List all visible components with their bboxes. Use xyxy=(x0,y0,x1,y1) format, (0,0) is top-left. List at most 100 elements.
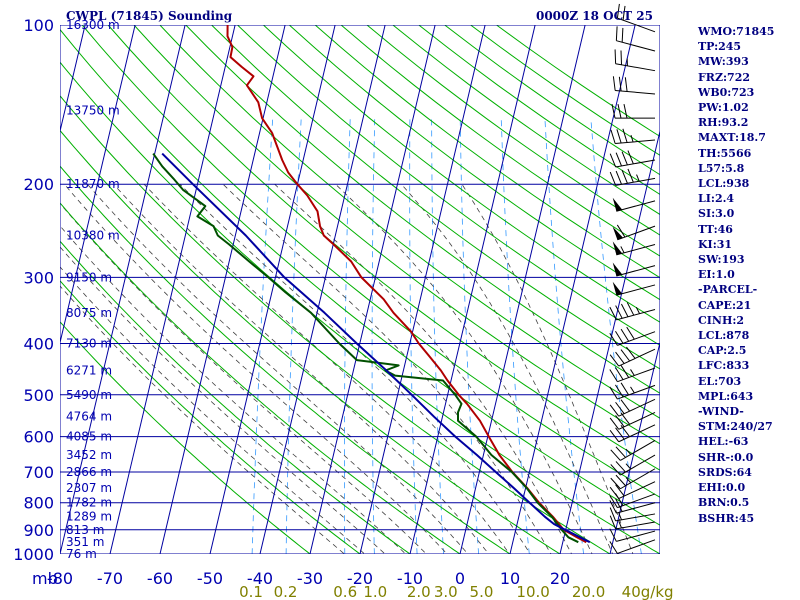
sounding-traces xyxy=(152,25,591,544)
temperature-tick-label: -80 xyxy=(47,569,73,588)
wind-barb xyxy=(609,498,656,514)
wind-barb xyxy=(609,507,656,522)
isotherm-line xyxy=(109,25,236,554)
moist-adiabat-line xyxy=(143,183,510,554)
index-item: CINH:2 xyxy=(698,313,745,327)
index-item: MPL:643 xyxy=(698,389,754,403)
dry-adiabat-line xyxy=(60,165,511,554)
height-label: 6271 m xyxy=(66,364,112,378)
index-item: BSHR:45 xyxy=(698,511,755,525)
dry-adiabats xyxy=(60,25,660,554)
wind-barb xyxy=(610,128,656,145)
moist-adiabat-line xyxy=(461,183,634,554)
moist-adiabat-line xyxy=(335,183,593,554)
height-label: 11870 m xyxy=(66,177,120,191)
dry-adiabat-line xyxy=(81,25,660,498)
moist-adiabat-line xyxy=(87,183,469,554)
index-item: SRDS:64 xyxy=(698,465,752,479)
wind-barb xyxy=(615,26,656,52)
index-item: LFC:833 xyxy=(698,359,750,373)
grid-lines xyxy=(60,25,660,554)
pressure-tick-label: 300 xyxy=(23,268,54,287)
temperature-tick-label: -30 xyxy=(297,569,323,588)
temperature-tick-label: -60 xyxy=(147,569,173,588)
height-label: 10380 m xyxy=(66,229,120,243)
dry-adiabat-line xyxy=(133,25,660,445)
mixing-ratio-label: 0.1 xyxy=(239,583,263,600)
index-item: WB0:723 xyxy=(698,85,755,99)
wind-barb xyxy=(616,3,656,33)
index-item: MW:393 xyxy=(698,55,749,69)
moist-adiabats xyxy=(60,183,634,554)
temperature-tick-label: -10 xyxy=(397,569,423,588)
mixing-ratio-label: 2.0 xyxy=(407,583,431,600)
dry-adiabat-line xyxy=(60,61,660,554)
isotherm-line xyxy=(459,25,586,554)
moist-adiabat-line xyxy=(60,246,386,554)
wind-barb xyxy=(612,197,656,212)
wind-barb xyxy=(610,468,656,490)
wind-barb xyxy=(612,224,656,241)
index-item: L57:5.8 xyxy=(698,161,745,175)
dry-adiabat-line xyxy=(237,25,660,346)
dry-adiabat-line xyxy=(288,25,660,301)
isotherm-line xyxy=(209,25,336,554)
wind-barb xyxy=(609,382,656,400)
dry-adiabat-line xyxy=(185,25,660,394)
wind-barb xyxy=(610,440,656,461)
temperature-tick-label: -70 xyxy=(97,569,123,588)
dry-adiabat-line xyxy=(60,240,411,554)
dry-adiabat-line xyxy=(159,25,660,419)
isotherm-line xyxy=(60,25,136,345)
index-item: STM:240/27 xyxy=(698,420,773,434)
mixing-ratio-label: 5.0 xyxy=(470,583,494,600)
isotherm-line xyxy=(60,25,186,554)
index-item: LI:2.4 xyxy=(698,192,735,206)
moist-adiabat-line xyxy=(60,285,345,554)
index-item: SW:193 xyxy=(698,253,745,267)
dry-adiabat-line xyxy=(60,129,561,554)
index-item: MAXT:18.7 xyxy=(698,131,766,145)
mixing-ratio-label: 1.0 xyxy=(363,583,387,600)
height-label: 4764 m xyxy=(66,410,112,424)
pressure-tick-label: 400 xyxy=(23,334,54,353)
index-item: SHR-:0.0 xyxy=(698,450,754,464)
temperature-tick-label: 20 xyxy=(550,569,570,588)
height-label: 5490 m xyxy=(66,388,112,402)
wind-barb xyxy=(609,539,656,554)
index-item: -WIND- xyxy=(698,405,744,419)
height-label: 7130 m xyxy=(66,336,112,350)
moist-adiabat-line xyxy=(401,183,614,554)
index-item: CAPE:21 xyxy=(698,298,752,312)
height-label: 13750 m xyxy=(66,103,120,117)
mixing-ratio-label: 40g/kg xyxy=(622,583,674,600)
dry-adiabat-line xyxy=(60,321,311,554)
index-item: FRZ:722 xyxy=(698,70,751,84)
wind-barb xyxy=(612,262,656,277)
index-item: TP:245 xyxy=(698,40,742,54)
temperature-tick-label: 0 xyxy=(455,569,465,588)
wind-barbs xyxy=(609,3,656,554)
pressure-tick-label: 500 xyxy=(23,386,54,405)
pressure-tick-label: 800 xyxy=(23,494,54,513)
index-item: -PARCEL- xyxy=(698,283,758,297)
mixing-ratio-label: 0.6 xyxy=(333,583,357,600)
height-label: 1782 m xyxy=(66,496,112,510)
index-item: SI:3.0 xyxy=(698,207,735,221)
temperature-tick-label: 10 xyxy=(500,569,520,588)
isotherm-line xyxy=(60,25,86,134)
pressure-unit-label: mb xyxy=(32,569,58,588)
temperature-tick-label: -40 xyxy=(247,569,273,588)
index-item: BRN:0.5 xyxy=(698,496,750,510)
isotherm-line xyxy=(159,25,286,554)
index-item: RH:93.2 xyxy=(698,116,749,130)
index-item: EHI:0.0 xyxy=(698,481,746,495)
wind-barb xyxy=(609,302,656,321)
dry-adiabat-line xyxy=(60,280,361,554)
parcel-trace xyxy=(161,152,591,544)
index-item: KI:31 xyxy=(698,237,733,251)
moist-adiabat-line xyxy=(179,183,531,554)
wind-barb xyxy=(609,150,656,168)
